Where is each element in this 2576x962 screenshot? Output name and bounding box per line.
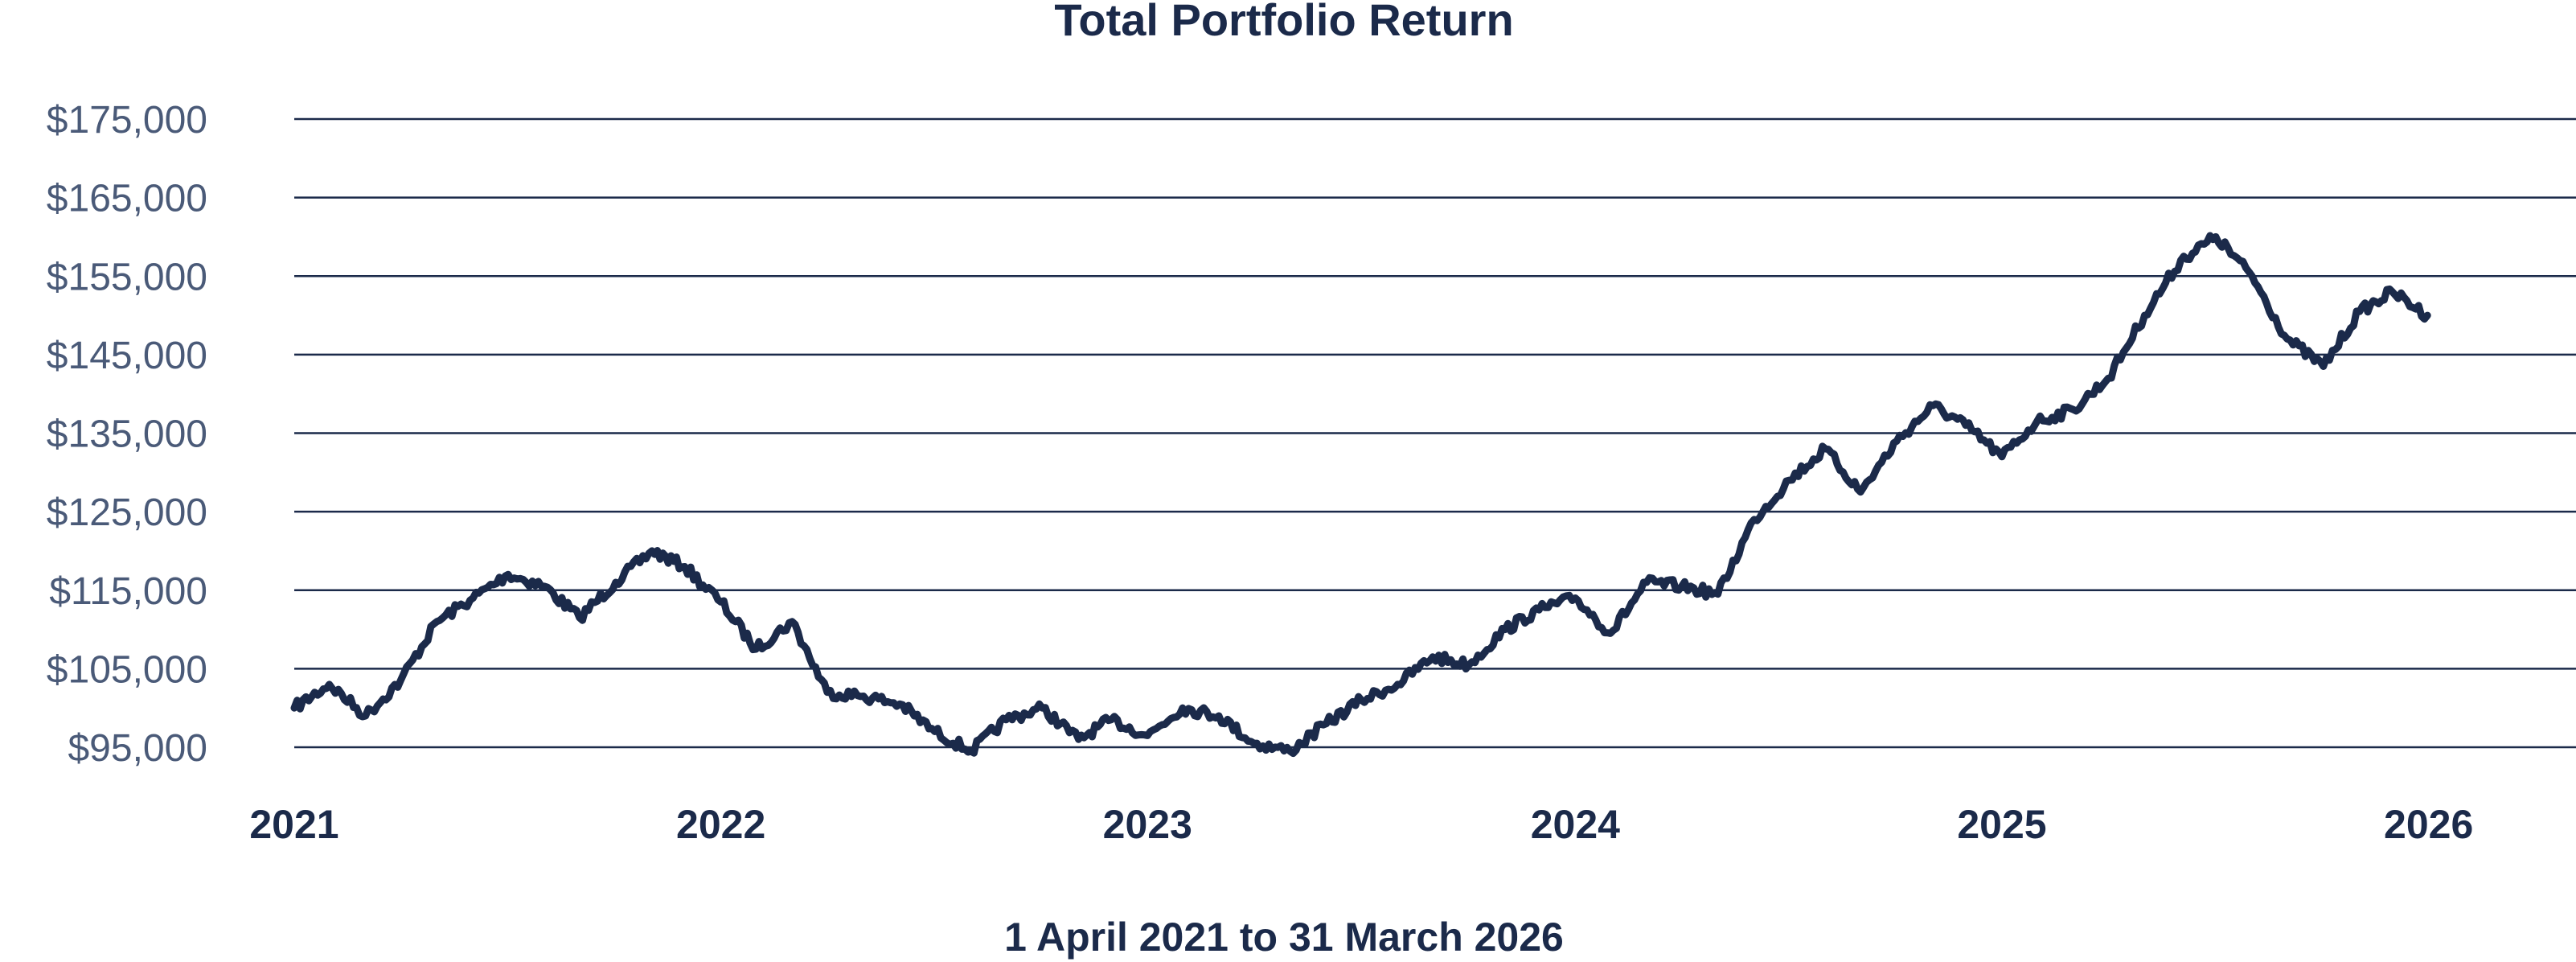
chart-subtitle: 1 April 2021 to 31 March 2026 bbox=[1004, 915, 1564, 960]
x-tick-label: 2025 bbox=[1957, 802, 2046, 847]
y-axis-tick-labels: $95,000 $105,000 $115,000 $125,000 $135,000 $… bbox=[47, 99, 207, 770]
y-tick-label: $125,000 bbox=[47, 491, 207, 534]
y-tick-label: $95,000 bbox=[68, 727, 207, 770]
y-tick-label: $135,000 bbox=[47, 413, 207, 456]
x-tick-label: 2021 bbox=[249, 802, 338, 847]
portfolio-value-line bbox=[290, 232, 2431, 758]
y-tick-label: $175,000 bbox=[47, 99, 207, 142]
x-tick-label: 2026 bbox=[2384, 802, 2473, 847]
y-tick-label: $105,000 bbox=[47, 648, 207, 691]
y-tick-label: $165,000 bbox=[47, 178, 207, 220]
chart-title: Total Portfolio Return bbox=[1054, 0, 1513, 45]
x-tick-label: 2023 bbox=[1103, 802, 1192, 847]
gridlines bbox=[294, 117, 2576, 749]
y-tick-label: $145,000 bbox=[47, 335, 207, 377]
y-tick-label: $115,000 bbox=[49, 570, 207, 613]
series-layer bbox=[290, 232, 2431, 758]
x-tick-label: 2024 bbox=[1531, 802, 1620, 847]
x-tick-label: 2022 bbox=[676, 802, 765, 847]
x-axis-tick-labels: 2021 2022 2023 2024 2025 2026 bbox=[249, 802, 2473, 847]
y-tick-label: $155,000 bbox=[47, 256, 207, 298]
